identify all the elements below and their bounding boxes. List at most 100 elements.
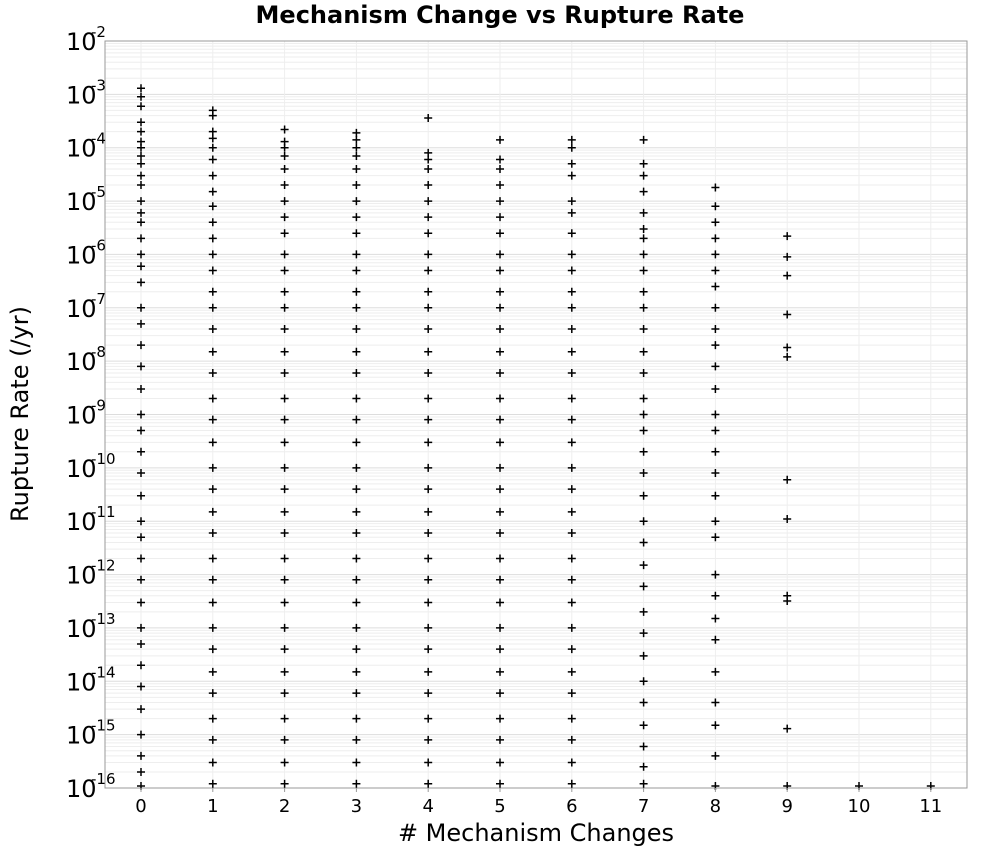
data-point [783, 475, 792, 484]
data-point [639, 742, 648, 751]
data-point [567, 135, 576, 144]
y-tick-label: 10-9 [66, 397, 106, 430]
data-point [280, 667, 289, 676]
data-point [137, 278, 145, 287]
data-point [424, 529, 433, 538]
data-point [352, 164, 361, 173]
data-point [280, 303, 289, 312]
data-point [137, 92, 145, 101]
y-tick-label: 10-13 [66, 610, 116, 643]
data-point [280, 250, 289, 259]
data-point [137, 751, 145, 760]
data-point [208, 187, 217, 196]
data-point [567, 303, 576, 312]
data-point [352, 197, 361, 206]
data-point [639, 762, 648, 771]
data-point [137, 598, 145, 607]
data-point [639, 266, 648, 275]
y-tick-exponent: -6 [91, 236, 106, 254]
data-point [567, 554, 576, 563]
data-point [137, 410, 145, 419]
x-tick-label: 11 [919, 796, 942, 817]
data-point [352, 181, 361, 190]
y-tick-exponent: -15 [91, 717, 116, 735]
data-point [137, 362, 145, 371]
data-point [208, 507, 217, 516]
data-point [711, 183, 720, 192]
data-point [280, 229, 289, 238]
data-point [567, 758, 576, 767]
data-point [208, 368, 217, 377]
data-point [567, 689, 576, 698]
data-point [711, 614, 720, 623]
data-point [137, 575, 145, 584]
data-point [567, 623, 576, 632]
x-tick-label: 9 [781, 796, 792, 817]
data-point [639, 208, 648, 217]
data-point [496, 155, 504, 164]
data-point [352, 645, 361, 654]
data-point [352, 507, 361, 516]
y-tick-base: 10 [66, 241, 97, 269]
data-point [424, 155, 433, 164]
data-point [783, 352, 792, 361]
data-point [496, 575, 504, 584]
data-point [711, 410, 720, 419]
data-point [208, 415, 217, 424]
data-point [424, 229, 433, 238]
y-tick-label: 10-5 [66, 183, 106, 216]
data-point [424, 164, 433, 173]
data-point [639, 629, 648, 638]
data-point [567, 143, 576, 152]
data-point [352, 151, 361, 160]
y-tick-exponent: -5 [91, 183, 106, 201]
data-point [496, 325, 504, 334]
data-point [496, 213, 504, 222]
data-point [137, 705, 145, 714]
data-point [137, 159, 145, 168]
data-point [137, 127, 145, 136]
data-point [352, 394, 361, 403]
data-point [280, 714, 289, 723]
y-tick-label: 10-12 [66, 557, 116, 590]
y-tick-exponent: -13 [91, 610, 116, 628]
data-point [208, 266, 217, 275]
data-point [496, 507, 504, 516]
data-point [208, 134, 217, 143]
x-tick-label: 10 [848, 796, 871, 817]
y-tick-base: 10 [66, 615, 97, 643]
data-point [424, 394, 433, 403]
data-point [352, 485, 361, 494]
data-point [352, 266, 361, 275]
data-point [208, 645, 217, 654]
data-point [711, 325, 720, 334]
data-point [280, 181, 289, 190]
data-point [280, 347, 289, 356]
x-tick-label: 2 [279, 796, 290, 817]
data-point [424, 325, 433, 334]
data-point [280, 197, 289, 206]
data-point [783, 515, 792, 524]
data-point [280, 645, 289, 654]
y-tick-exponent: -2 [91, 23, 106, 41]
data-point [208, 155, 217, 164]
y-tick-base: 10 [66, 28, 97, 56]
data-point [280, 758, 289, 767]
data-point [424, 463, 433, 472]
data-point [280, 287, 289, 296]
data-point [783, 232, 792, 241]
data-point [567, 485, 576, 494]
data-point [280, 598, 289, 607]
data-point [424, 575, 433, 584]
data-point [711, 667, 720, 676]
data-point [424, 623, 433, 632]
data-point [567, 735, 576, 744]
data-point [567, 171, 576, 180]
data-point [496, 598, 504, 607]
data-point [352, 758, 361, 767]
data-point [567, 645, 576, 654]
data-point [424, 645, 433, 654]
y-tick-exponent: -12 [91, 557, 116, 575]
data-point [280, 164, 289, 173]
data-point [711, 491, 720, 500]
